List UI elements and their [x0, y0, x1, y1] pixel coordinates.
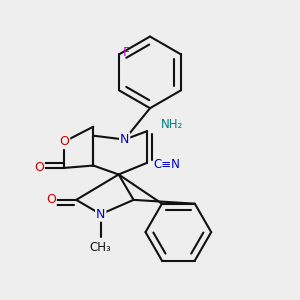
- Text: O: O: [34, 161, 44, 174]
- Text: O: O: [59, 135, 69, 148]
- Text: NH₂: NH₂: [161, 118, 184, 131]
- Text: C≡N: C≡N: [154, 158, 181, 171]
- Text: CH₃: CH₃: [90, 241, 112, 254]
- Text: O: O: [46, 194, 56, 206]
- Text: N: N: [96, 208, 105, 221]
- Text: N: N: [120, 133, 129, 146]
- Text: F: F: [123, 46, 130, 59]
